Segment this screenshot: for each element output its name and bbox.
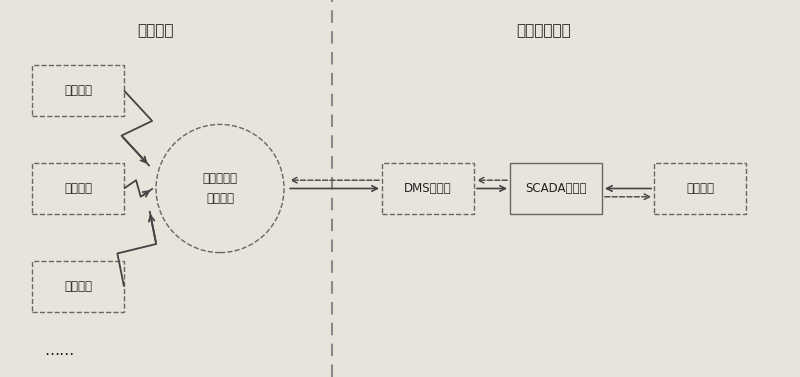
Text: 用户终端: 用户终端 — [686, 182, 714, 195]
Text: 配网主站系统: 配网主站系统 — [517, 23, 571, 38]
Bar — [32, 65, 124, 116]
Text: 计量终端: 计量终端 — [64, 182, 92, 195]
Text: 计量终端: 计量终端 — [64, 280, 92, 293]
Text: SCADA服务器: SCADA服务器 — [526, 182, 586, 195]
Ellipse shape — [156, 124, 284, 253]
Bar — [510, 163, 602, 214]
Text: 计量系统: 计量系统 — [138, 23, 174, 38]
Text: 计量终端: 计量终端 — [64, 84, 92, 97]
Bar — [32, 163, 124, 214]
Text: ……: …… — [44, 343, 74, 358]
Bar — [382, 163, 474, 214]
Text: DMS前置机: DMS前置机 — [404, 182, 452, 195]
Text: 计量自动化
采集系统: 计量自动化 采集系统 — [202, 173, 238, 204]
Bar — [654, 163, 746, 214]
Bar — [32, 261, 124, 312]
